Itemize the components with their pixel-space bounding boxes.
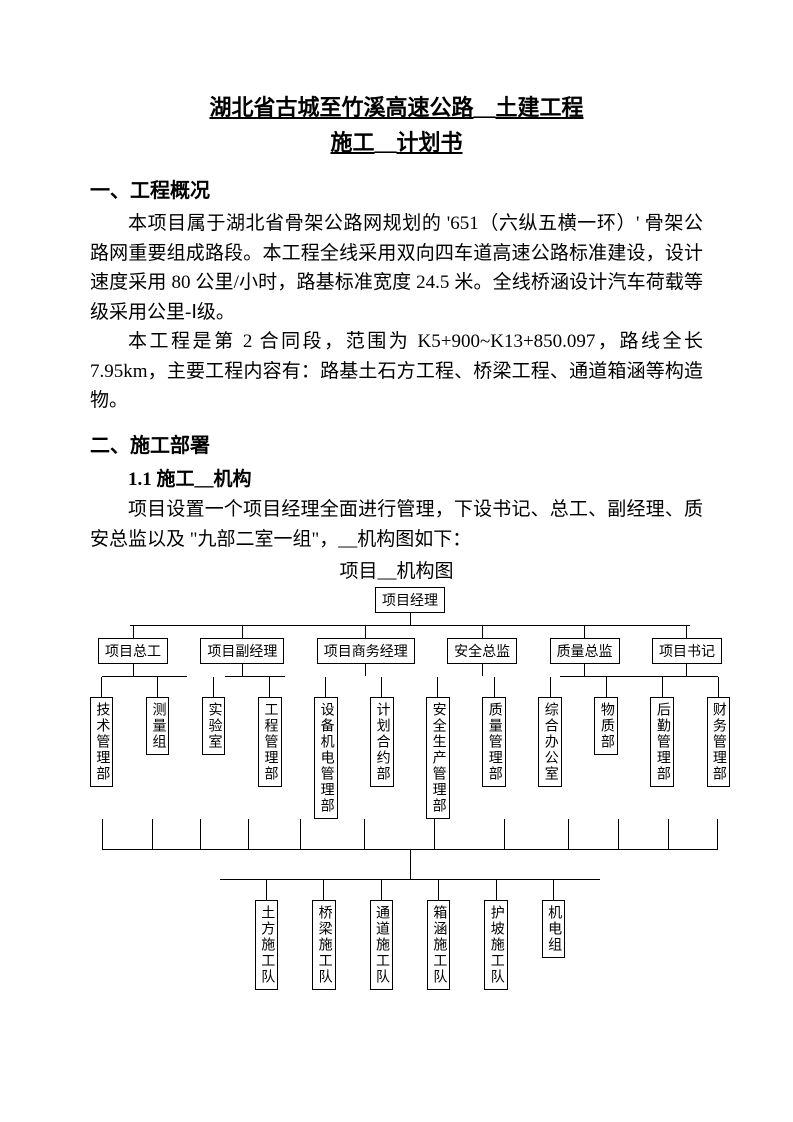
org-l3-3: 工程管理部 bbox=[258, 697, 281, 787]
section-1-paragraph-2: 本工程是第 2 合同段，范围为 K5+900~K13+850.097，路线全长 … bbox=[90, 327, 703, 415]
org-line bbox=[496, 880, 497, 900]
org-l2-1: 项目副经理 bbox=[200, 638, 284, 664]
org-line bbox=[686, 664, 687, 676]
org-l3-7: 质量管理部 bbox=[482, 697, 505, 787]
org-l2-4: 质量总监 bbox=[550, 638, 620, 664]
org-line bbox=[157, 677, 158, 697]
org-line bbox=[550, 677, 551, 697]
org-line bbox=[717, 819, 718, 849]
org-line bbox=[102, 819, 103, 849]
org-l4-0: 土方施工队 bbox=[255, 900, 278, 990]
org-l3-8: 综合办公室 bbox=[538, 697, 561, 787]
org-level4-row: 土方施工队 桥梁施工队 通道施工队 箱涵施工队 护坡施工队 机电组 bbox=[90, 880, 730, 990]
org-line bbox=[584, 664, 585, 676]
org-l3-1: 测量组 bbox=[146, 697, 169, 755]
org-chart: 项目经理 项目总工 项目副经理 项目商务经理 安全总监 质量总监 项目书记 bbox=[90, 587, 730, 990]
org-line bbox=[242, 626, 243, 638]
org-line bbox=[133, 664, 134, 676]
org-l3-2: 实验室 bbox=[202, 697, 225, 755]
title-l1-blank: __ bbox=[474, 95, 496, 120]
org-l2-2: 项目商务经理 bbox=[317, 638, 415, 664]
org-line bbox=[410, 613, 411, 625]
org-line bbox=[584, 626, 585, 638]
org-line bbox=[323, 880, 324, 900]
org-l2-0: 项目总工 bbox=[98, 638, 168, 664]
doc-title-line1: 湖北省古城至竹溪高速公路__土建工程 bbox=[90, 90, 703, 125]
section-2-paragraph-1: 项目设置一个项目经理全面进行管理，下设书记、总工、副经理、质安总监以及 "九部二… bbox=[90, 495, 703, 554]
org-line bbox=[242, 664, 243, 676]
org-level3-row: 技术管理部 测量组 实验室 工程管理部 设备机电管理部 计划合约部 安全生产管理… bbox=[90, 677, 730, 819]
org-line bbox=[410, 849, 411, 879]
org-line bbox=[213, 677, 214, 697]
org-line bbox=[434, 819, 435, 849]
org-l3-0: 技术管理部 bbox=[90, 697, 113, 787]
org-l2-3: 安全总监 bbox=[447, 638, 517, 664]
org-level2-row: 项目总工 项目副经理 项目商务经理 安全总监 质量总监 项目书记 bbox=[90, 626, 730, 676]
org-line bbox=[381, 880, 382, 900]
org-line bbox=[365, 626, 366, 638]
org-root: 项目经理 bbox=[375, 587, 445, 613]
org-l3-11: 财务管理部 bbox=[707, 697, 730, 787]
org-l2-5: 项目书记 bbox=[652, 638, 722, 664]
section-2-heading: 二、施工部署 bbox=[90, 429, 703, 458]
org-line bbox=[269, 677, 270, 697]
org-line bbox=[248, 819, 249, 849]
org-collector bbox=[90, 819, 730, 879]
org-line bbox=[200, 819, 201, 849]
org-line bbox=[504, 819, 505, 849]
org-line bbox=[152, 819, 153, 849]
org-line bbox=[686, 626, 687, 638]
org-line bbox=[438, 880, 439, 900]
org-line bbox=[365, 664, 366, 676]
org-l4-3: 箱涵施工队 bbox=[427, 900, 450, 990]
org-line bbox=[381, 677, 382, 697]
org-line bbox=[606, 677, 607, 697]
title-l2-suffix: 计划书 bbox=[397, 130, 463, 155]
org-l4-5: 机电组 bbox=[542, 900, 565, 958]
org-l3-4: 设备机电管理部 bbox=[314, 697, 337, 819]
org-line bbox=[325, 677, 326, 697]
org-l4-1: 桥梁施工队 bbox=[312, 900, 335, 990]
section-1-heading: 一、工程概况 bbox=[90, 174, 703, 203]
org-line bbox=[437, 677, 438, 697]
org-line bbox=[718, 677, 719, 697]
org-line bbox=[482, 664, 483, 676]
section-2-subheading: 1.1 施工__机构 bbox=[90, 464, 703, 491]
org-chart-title: 项目__机构图 bbox=[90, 556, 703, 583]
org-line bbox=[133, 626, 134, 638]
title-l1-suffix: 土建工程 bbox=[496, 95, 584, 120]
org-l4-4: 护坡施工队 bbox=[484, 900, 507, 990]
org-line bbox=[101, 677, 102, 697]
org-line bbox=[662, 677, 663, 697]
org-l3-6: 安全生产管理部 bbox=[426, 697, 449, 819]
section-1-paragraph-1: 本项目属于湖北省骨架公路网规划的 '651（六纵五横一环）' 骨架公路网重要组成… bbox=[90, 209, 703, 327]
org-line bbox=[568, 819, 569, 849]
title-l2-prefix: 施工 bbox=[330, 130, 374, 155]
org-l3-10: 后勤管理部 bbox=[650, 697, 673, 787]
org-l3-9: 物质部 bbox=[594, 697, 617, 755]
org-line bbox=[300, 819, 301, 849]
org-line bbox=[618, 819, 619, 849]
org-l4-2: 通道施工队 bbox=[370, 900, 393, 990]
title-l2-blank: __ bbox=[375, 130, 397, 155]
org-line bbox=[266, 880, 267, 900]
org-line bbox=[668, 819, 669, 849]
org-line bbox=[553, 880, 554, 900]
title-l1-prefix: 湖北省古城至竹溪高速公路 bbox=[209, 95, 473, 120]
org-line bbox=[482, 626, 483, 638]
doc-title-line2: 施工__计划书 bbox=[90, 125, 703, 160]
org-line bbox=[364, 819, 365, 849]
org-l3-5: 计划合约部 bbox=[370, 697, 393, 787]
org-line bbox=[494, 677, 495, 697]
